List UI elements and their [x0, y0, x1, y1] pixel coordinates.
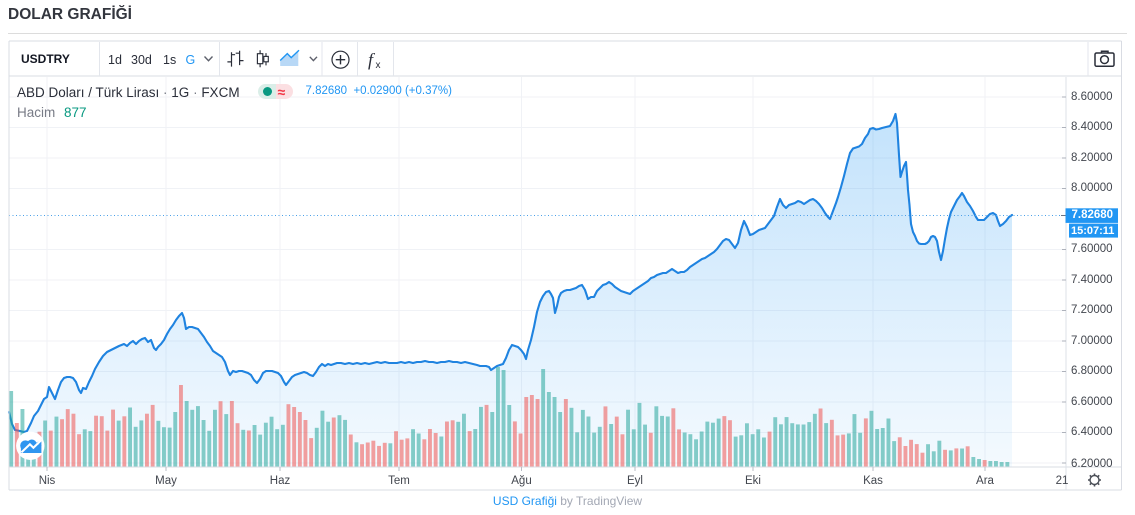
svg-text:f: f [368, 50, 376, 70]
svg-text:x: x [376, 60, 381, 71]
